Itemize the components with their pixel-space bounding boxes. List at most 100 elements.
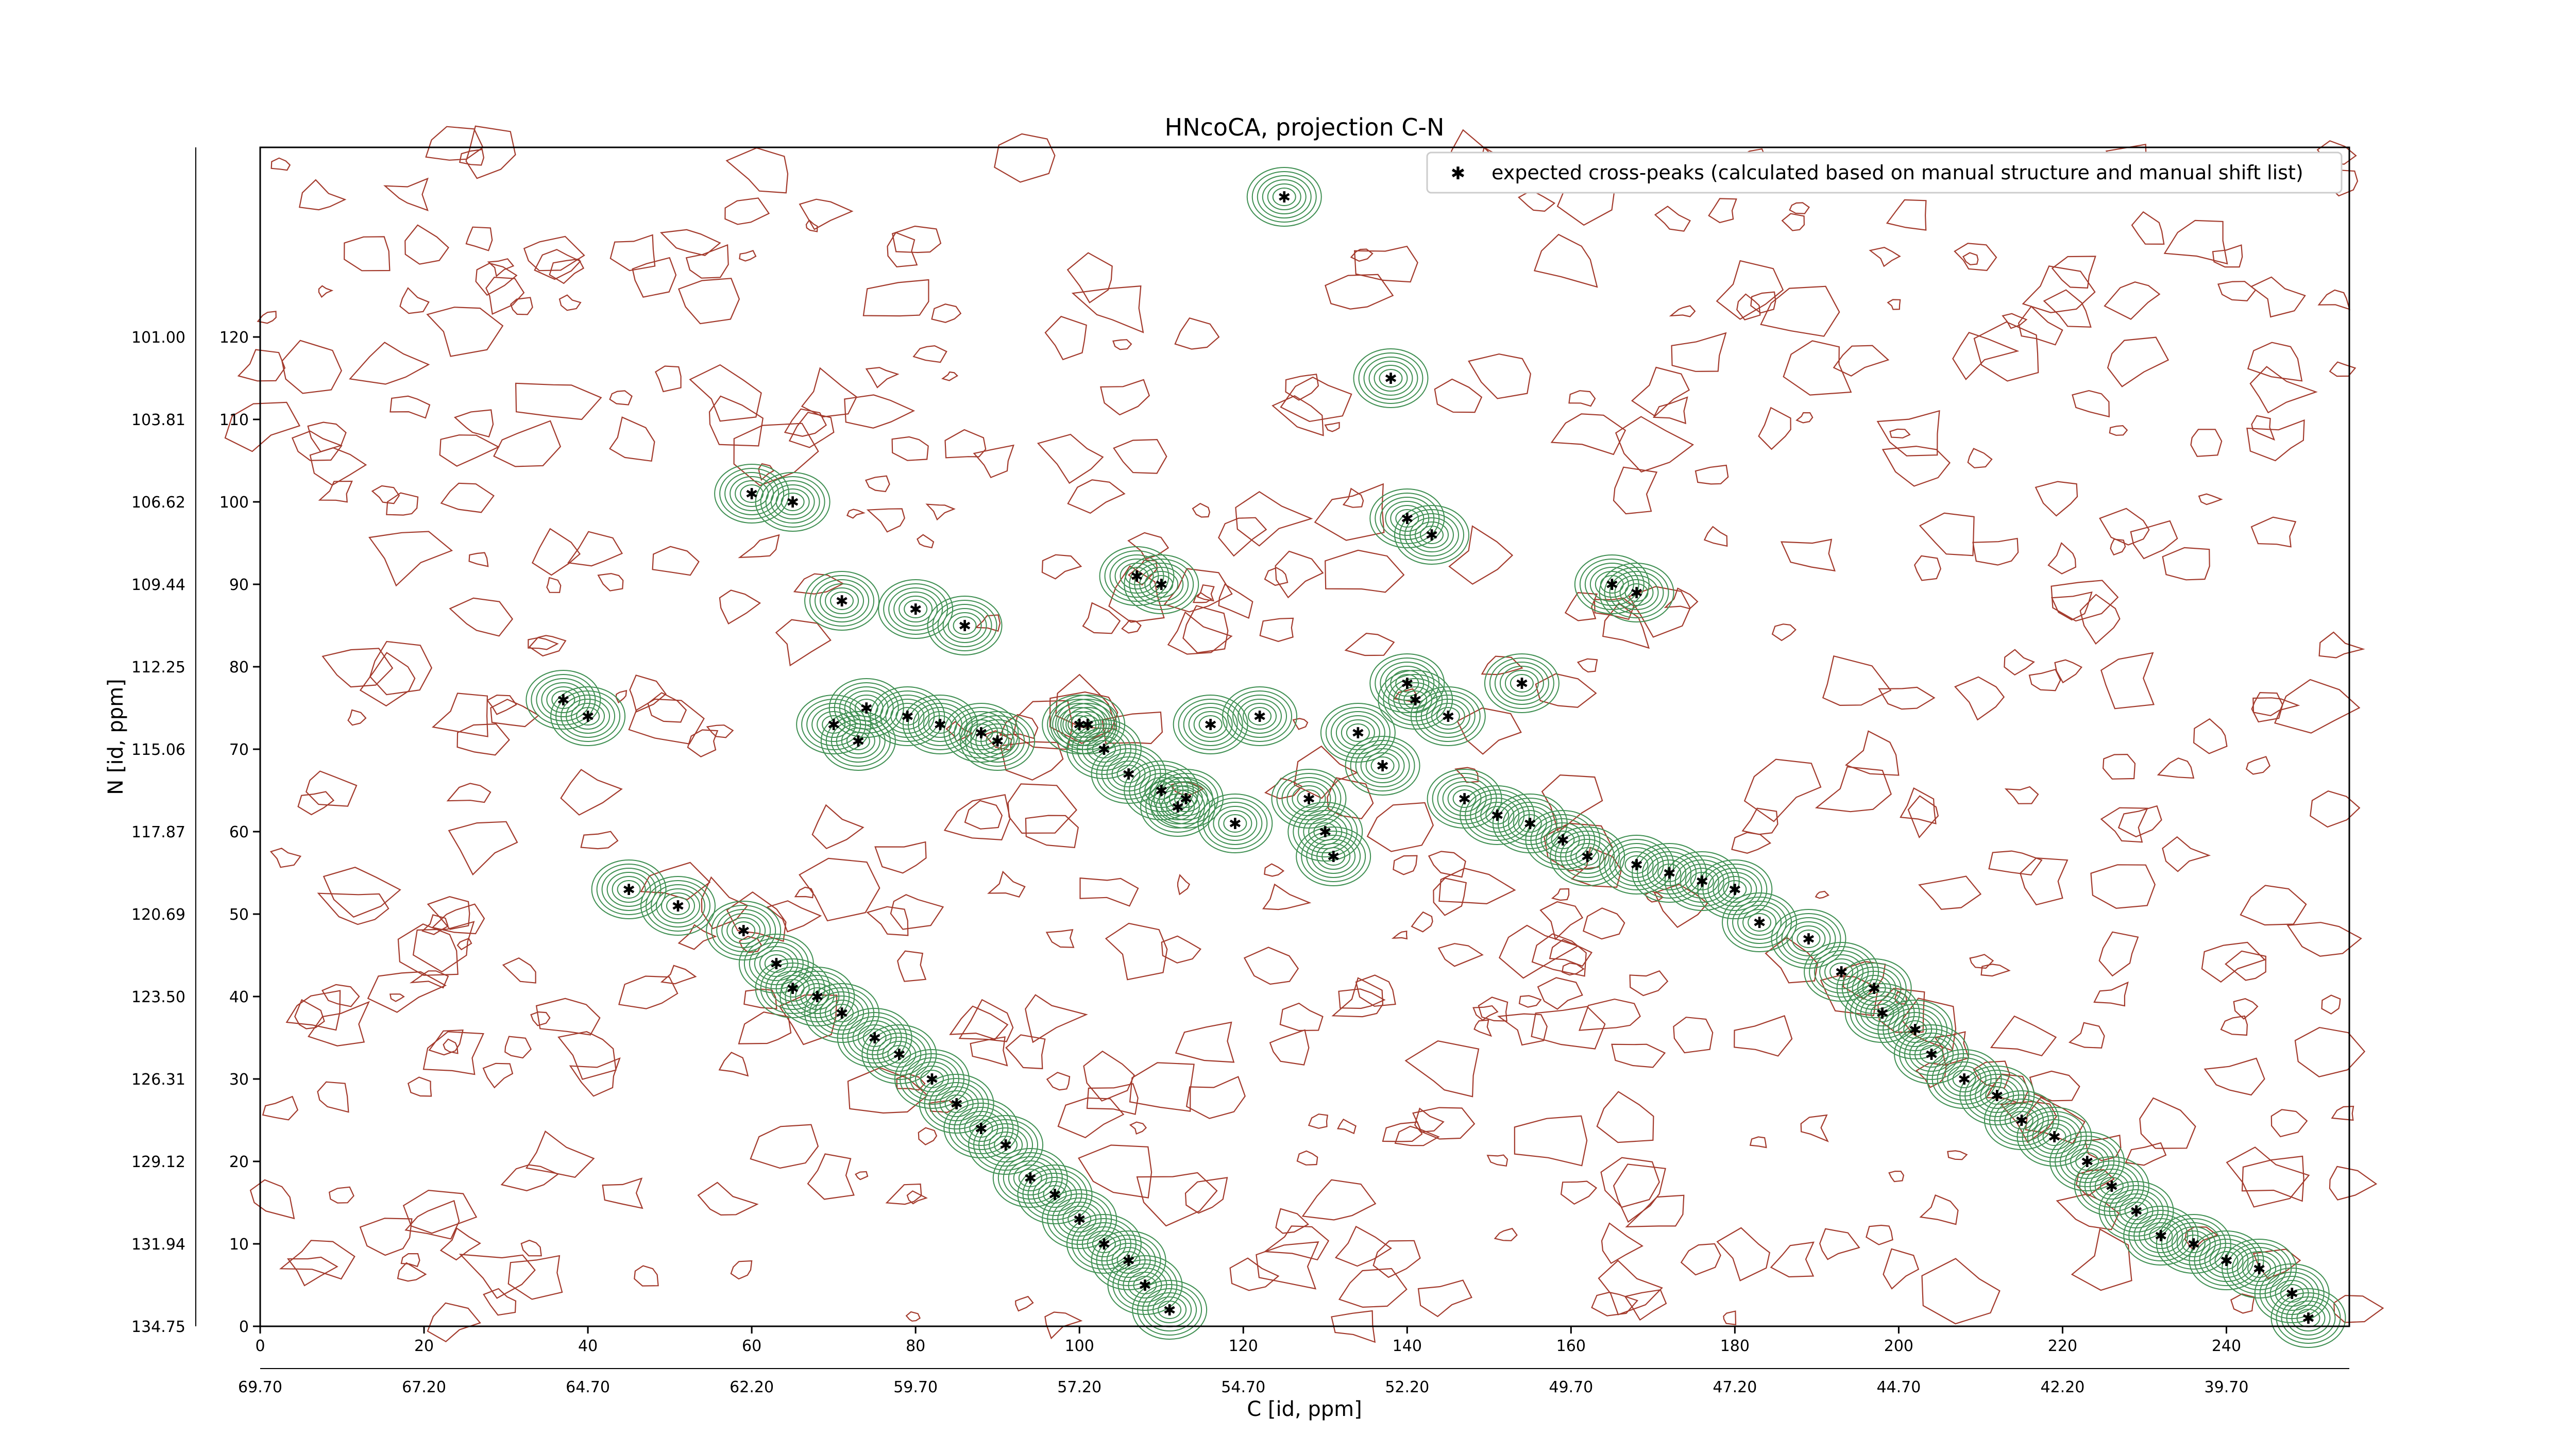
noise-contour — [483, 1288, 517, 1316]
peak-contour — [2149, 1226, 2173, 1245]
noise-contour — [1550, 413, 1626, 455]
peak-contour — [1298, 810, 1353, 853]
cross-peak-marker: ✱ — [901, 708, 914, 726]
noise-contour — [925, 503, 956, 521]
peak-contour — [1248, 707, 1272, 726]
cross-peak-marker: ✱ — [950, 1095, 963, 1113]
noise-contour — [1338, 1268, 1408, 1308]
noise-contour — [2043, 289, 2092, 328]
x-tick-label: 160 — [1556, 1337, 1586, 1355]
peak-contour — [1193, 711, 1228, 738]
noise-contour — [1494, 1227, 1518, 1241]
noise-contour — [500, 1164, 560, 1191]
noise-contour — [1015, 1295, 1034, 1312]
noise-contour — [1174, 317, 1220, 350]
x-ppm-tick-label: 62.20 — [730, 1378, 774, 1396]
noise-contour — [558, 294, 582, 311]
noise-contour — [318, 285, 334, 298]
peak-contour — [1281, 777, 1336, 820]
peak-contour — [1652, 859, 1687, 886]
cross-peak-marker: ✱ — [745, 485, 758, 503]
peak-contour — [1436, 707, 1460, 726]
noise-contour — [323, 867, 401, 918]
peak-contour — [1087, 1230, 1121, 1257]
peak-contour — [1452, 789, 1477, 808]
noise-contour — [1486, 1154, 1509, 1167]
noise-contour — [560, 769, 623, 816]
y-ppm-tick-label: 117.87 — [131, 823, 185, 841]
noise-contour — [1869, 247, 1901, 267]
noise-contour — [1108, 565, 1165, 623]
noise-contour — [2217, 281, 2257, 301]
noise-contour — [1350, 248, 1374, 262]
noise-contour — [389, 993, 405, 1002]
noise-contour — [1264, 778, 1303, 800]
x-tick-label: 60 — [742, 1337, 761, 1355]
noise-contour — [1434, 378, 1483, 413]
noise-contour — [1184, 1177, 1228, 1214]
peak-contour — [1066, 1214, 1142, 1274]
cross-peak-marker: ✱ — [2285, 1285, 2298, 1303]
peak-contour — [1680, 864, 1724, 899]
axes-layer: 069.702067.204064.706062.208059.7010057.… — [131, 147, 2349, 1396]
noise-contour — [1578, 998, 1641, 1031]
noise-contour — [2184, 1226, 2218, 1251]
noise-contour — [1066, 252, 1113, 303]
noise-contour — [1263, 1225, 1330, 1261]
noise-contour — [2139, 1097, 2196, 1149]
noise-contour — [2193, 718, 2228, 754]
peak-contour — [1390, 505, 1425, 532]
peak-contour — [1320, 703, 1396, 763]
noise-contour — [431, 693, 488, 737]
noise-contour — [1518, 995, 1542, 1008]
noise-contour — [2071, 1228, 2132, 1291]
x-ppm-tick-label: 49.70 — [1549, 1378, 1593, 1396]
peak-contour — [1287, 802, 1363, 862]
y-ppm-tick-label: 112.25 — [131, 659, 185, 677]
peak-contour — [830, 1004, 854, 1022]
peak-contour — [887, 1045, 911, 1064]
peak-contour — [1276, 773, 1342, 824]
peak-contour — [2270, 1288, 2346, 1348]
peak-contour — [1579, 559, 1645, 610]
noise-contour — [1990, 1015, 2057, 1057]
noise-contour — [794, 886, 814, 899]
noise-contour — [1596, 1091, 1654, 1143]
peak-contour — [2074, 1156, 2149, 1216]
noise-contour — [1331, 977, 1384, 1018]
peak-contour — [781, 493, 805, 511]
peak-contour — [606, 872, 651, 907]
peak-contour — [1442, 781, 1487, 816]
noise-contour — [1591, 1291, 1639, 1317]
noise-contour — [427, 896, 470, 930]
noise-contour — [1888, 1170, 1905, 1183]
cross-peak-marker: ✱ — [835, 1005, 848, 1023]
peak-contour — [1707, 868, 1762, 911]
noise-contour — [1631, 366, 1690, 417]
y-ppm-tick-label: 115.06 — [131, 741, 185, 759]
noise-contour — [1833, 345, 1890, 377]
noise-contour — [2072, 390, 2110, 418]
noise-contour — [706, 724, 734, 738]
noise-contour — [465, 125, 516, 179]
noise-contour — [439, 434, 500, 467]
noise-contour — [660, 965, 697, 985]
noise-contour — [1533, 233, 1598, 288]
peak-contour — [834, 682, 899, 734]
noise-contour — [1161, 935, 1201, 964]
peak-contour — [1374, 365, 1408, 392]
noise-contour — [1334, 1225, 1392, 1267]
x-tick-label: 220 — [2048, 1337, 2077, 1355]
noise-contour — [1537, 977, 1583, 1010]
peak-contour — [1570, 843, 1605, 870]
peak-contour — [755, 472, 831, 532]
noise-contour — [918, 1127, 938, 1145]
peak-contour — [1470, 794, 1525, 837]
noise-contour — [1269, 1029, 1310, 1066]
noise-contour — [389, 395, 431, 419]
noise-contour — [1417, 1279, 1472, 1318]
noise-contour — [285, 990, 341, 1031]
noise-contour — [317, 1081, 349, 1113]
noise-contour — [569, 1057, 621, 1097]
noise-contour — [805, 219, 818, 232]
